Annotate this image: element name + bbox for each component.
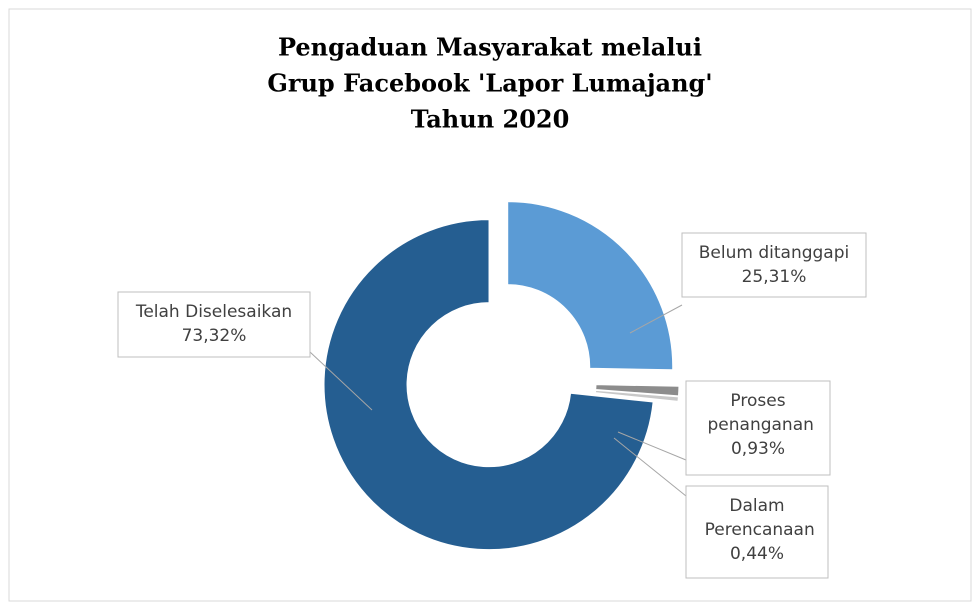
leader-line <box>629 304 683 334</box>
data-label-value: 0,93% <box>731 439 785 459</box>
label-box <box>685 380 831 476</box>
label-box <box>685 485 829 579</box>
data-label-name: Dalam Perencanaan <box>699 496 815 540</box>
chart-title: Tahun 2020 <box>411 105 570 134</box>
data-label-name: Telah Diselesaikan <box>135 302 292 322</box>
donut-slice <box>594 389 679 402</box>
data-label-value: 25,31% <box>742 267 807 287</box>
label-box <box>681 232 867 298</box>
leader-line <box>309 351 373 411</box>
label-box <box>117 291 311 358</box>
leader-line <box>617 431 687 461</box>
data-label-name: Proses penanganan <box>702 391 814 435</box>
chart-title: Grup Facebook 'Lapor Lumajang' <box>267 69 712 98</box>
leader-line <box>613 437 687 497</box>
donut-slice <box>323 219 654 551</box>
data-label-name: Belum ditanggapi <box>699 243 849 263</box>
data-label-value: 73,32% <box>182 326 247 346</box>
chart-title: Pengaduan Masyarakat melalui <box>278 33 702 62</box>
donut-slice <box>507 201 674 371</box>
donut-slice <box>595 384 680 397</box>
data-label-value: 0,44% <box>730 544 784 564</box>
